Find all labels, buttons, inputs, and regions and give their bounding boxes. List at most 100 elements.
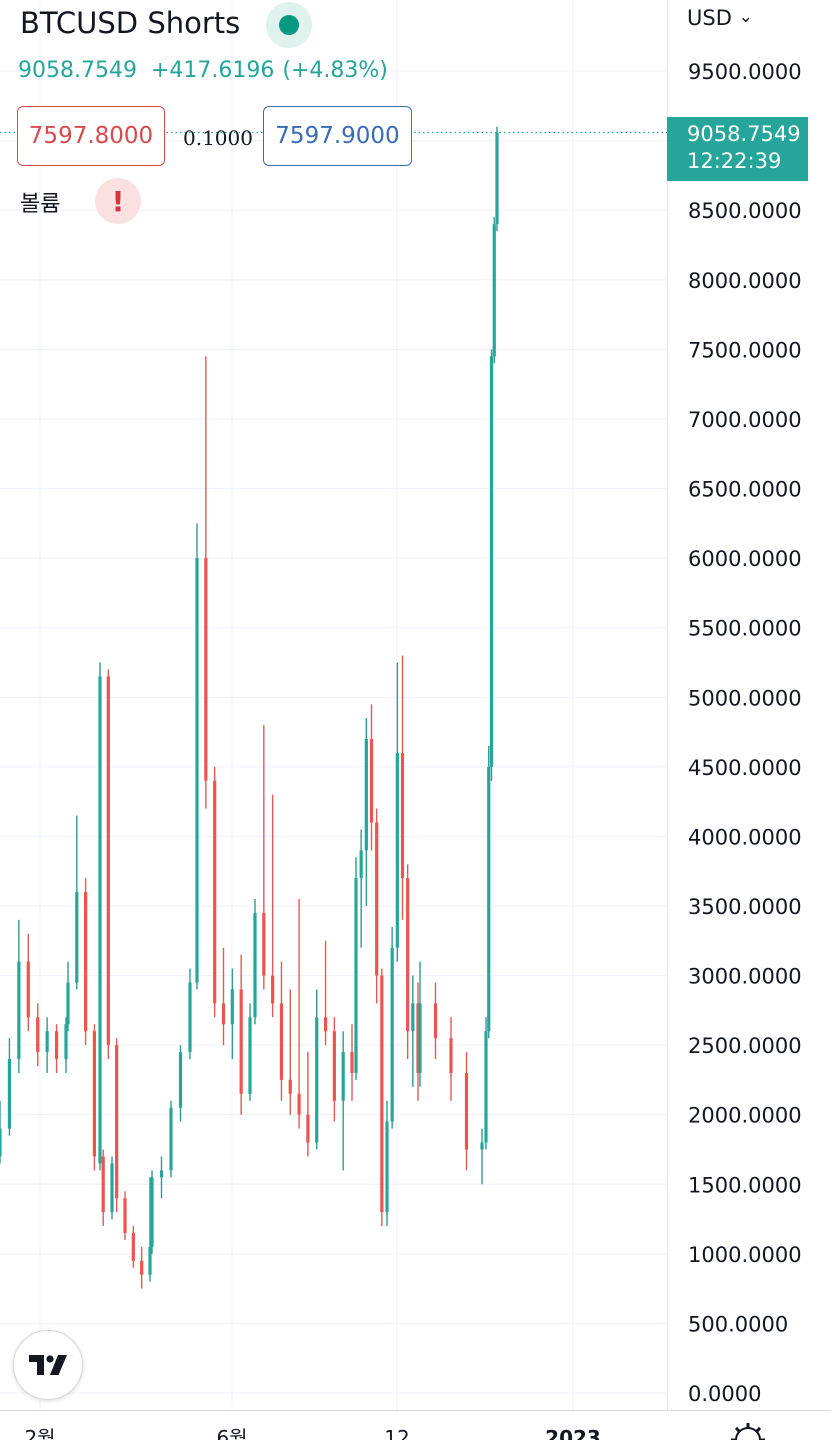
price-tick-label: 2000.0000 [688,1104,802,1128]
candle [271,794,275,1018]
currency-label: USD [687,6,732,30]
price-tick-label: 8000.0000 [688,269,802,293]
time-tick-label: 12 [384,1426,409,1440]
candle [364,718,368,906]
price-tick-label: 3500.0000 [688,895,802,919]
price-tick-label: 5500.0000 [688,617,802,641]
candle [416,982,420,1101]
candle [36,1003,40,1066]
tradingview-logo-icon[interactable] [13,1330,83,1400]
candle [390,926,394,1129]
symbol-title[interactable]: BTCUSD Shorts [20,6,241,40]
candle [359,829,363,948]
candle [487,745,491,1039]
candle [375,808,379,1004]
candle [341,1031,345,1171]
candle [131,1226,135,1268]
candle [279,961,284,1101]
tradingview-logo-icon-shape [29,1355,67,1375]
price-tick-label: 0.0000 [688,1382,761,1406]
candle [332,1017,336,1122]
candle [92,1024,96,1171]
time-tick-label: 2월 [24,1426,55,1440]
candle [64,1017,68,1073]
price-change: +417.6196 [150,58,275,83]
candle [54,1024,59,1073]
candle [123,1191,127,1240]
candle [0,1100,2,1164]
market-open-dot-icon[interactable] [266,2,312,48]
candle [75,815,79,990]
chevron-down-icon: ⌄ [738,7,753,27]
candle [169,1100,173,1178]
price-tick-label: 6500.0000 [688,478,802,502]
last-price-axis-value: 9058.7549 [687,122,801,146]
bar-countdown: 12:22:39 [687,149,782,173]
candle [248,1003,252,1101]
time-tick-label: 6월 [216,1426,247,1440]
candle [45,1017,49,1073]
candle [411,975,415,1087]
candle [480,1128,484,1185]
candle [262,725,266,990]
candle [26,933,30,1032]
candle [354,857,358,1080]
candle [140,1246,144,1289]
candle [380,968,384,1227]
time-tick-label: 2023 [545,1426,601,1440]
price-tick-label: 9500.0000 [688,60,802,84]
candle [66,961,70,1032]
price-change-line: 9058.7549 +417.6196 (+4.83%) [18,58,402,83]
price-tick-label: 5000.0000 [688,686,802,710]
candle [306,1052,310,1157]
candle [106,669,110,1060]
candlestick-plot[interactable] [0,0,667,1410]
settings-gear-icon[interactable] [731,1423,765,1445]
last-price-axis-label: 9058.7549 12:22:39 [667,117,808,181]
candle [150,1170,154,1254]
candle [449,1017,453,1101]
time-axis[interactable]: 2월 6월 12 2023 [0,1410,831,1445]
price-tick-label: 7500.0000 [688,338,802,362]
sell-bid-button[interactable]: 7597.8000 [17,106,165,166]
price-tick-label: 7000.0000 [688,408,802,432]
error-alert-icon[interactable]: ! [95,178,141,224]
price-tick-label: 4500.0000 [688,756,802,780]
candle [204,356,208,809]
candle [110,1156,114,1220]
candle [159,1156,164,1199]
price-tick-label: 2500.0000 [688,1034,802,1058]
candle [115,1038,119,1213]
candle [239,954,243,1115]
chart-plot-area[interactable] [0,0,667,1410]
candle [7,1038,12,1136]
candle [492,217,496,364]
last-price: 9058.7549 [18,58,137,83]
candle [195,523,199,990]
candle [221,947,226,1046]
candle [253,899,257,1025]
candle [297,899,301,1129]
price-axis-labels: 0.0000 500.0000 1000.0000 1500.0000 2000.000… [688,60,802,1406]
candle [17,919,21,1073]
candle [315,989,319,1150]
buy-ask-button[interactable]: 7597.9000 [263,106,412,166]
candle [484,1017,488,1150]
volume-indicator-label[interactable]: 볼륨 [20,192,61,217]
candle [188,968,192,1060]
candle [489,349,494,781]
candle [101,1149,105,1227]
candle [213,766,217,1018]
price-tick-label: 8500.0000 [688,199,802,223]
price-change-percent: (+4.83%) [282,58,388,83]
price-tick-label: 1000.0000 [688,1243,802,1267]
price-axis[interactable]: 0.0000 500.0000 1000.0000 1500.0000 2000.000… [667,0,831,1410]
candle [433,982,438,1060]
price-tick-label: 6000.0000 [688,547,802,571]
candle [178,1045,183,1122]
spread-value: 0.1000 [183,126,253,150]
candle [495,126,499,232]
currency-selector[interactable]: USD ⌄ [687,6,753,30]
price-tick-label: 3000.0000 [688,965,802,989]
candle [350,1024,354,1101]
